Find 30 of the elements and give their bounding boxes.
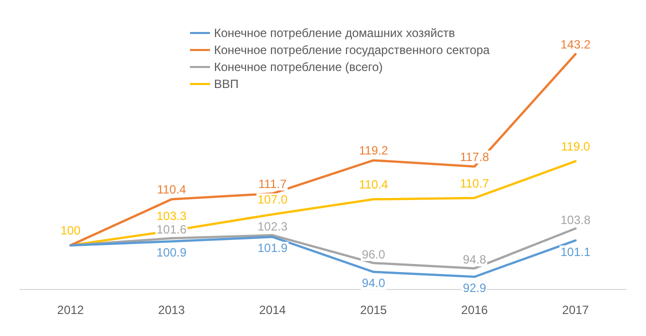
data-label: 96.0 [362, 247, 386, 262]
data-label: 102.3 [257, 219, 288, 234]
data-label: 92.9 [462, 281, 486, 296]
data-label: 103.3 [156, 209, 187, 224]
legend-label: Конечное потребление домашних хозяйств [214, 26, 455, 40]
x-tick-label: 2017 [562, 303, 590, 318]
data-label: 94.0 [362, 276, 386, 290]
x-tick-label: 2013 [158, 303, 186, 318]
data-label: 117.8 [460, 150, 490, 164]
data-label: 101.1 [560, 244, 591, 259]
legend-label: Конечное потребление государственного сектора [214, 42, 490, 56]
legend-label: Конечное потребление (всего) [214, 60, 383, 74]
x-tick-label: 2014 [259, 303, 286, 318]
data-label: 111.7 [258, 176, 287, 191]
data-label: 143.2 [560, 37, 591, 52]
data-label: 100 [60, 224, 81, 238]
x-tick-label: 2016 [461, 303, 488, 318]
x-tick-label: 2015 [360, 303, 388, 318]
data-label: 101.9 [257, 241, 288, 256]
data-label: 110.4 [358, 178, 388, 192]
legend-label: ВВП [214, 76, 239, 90]
data-label: 103.8 [560, 212, 591, 227]
data-label: 110.4 [156, 182, 186, 197]
data-label: 107.0 [257, 192, 288, 207]
x-tick-label: 2012 [57, 303, 84, 318]
data-label: 119.0 [560, 140, 590, 154]
data-label: 110.7 [460, 176, 490, 190]
data-label: 119.2 [358, 144, 388, 158]
data-label: 94.8 [462, 252, 486, 267]
data-label: 100.9 [156, 246, 187, 260]
